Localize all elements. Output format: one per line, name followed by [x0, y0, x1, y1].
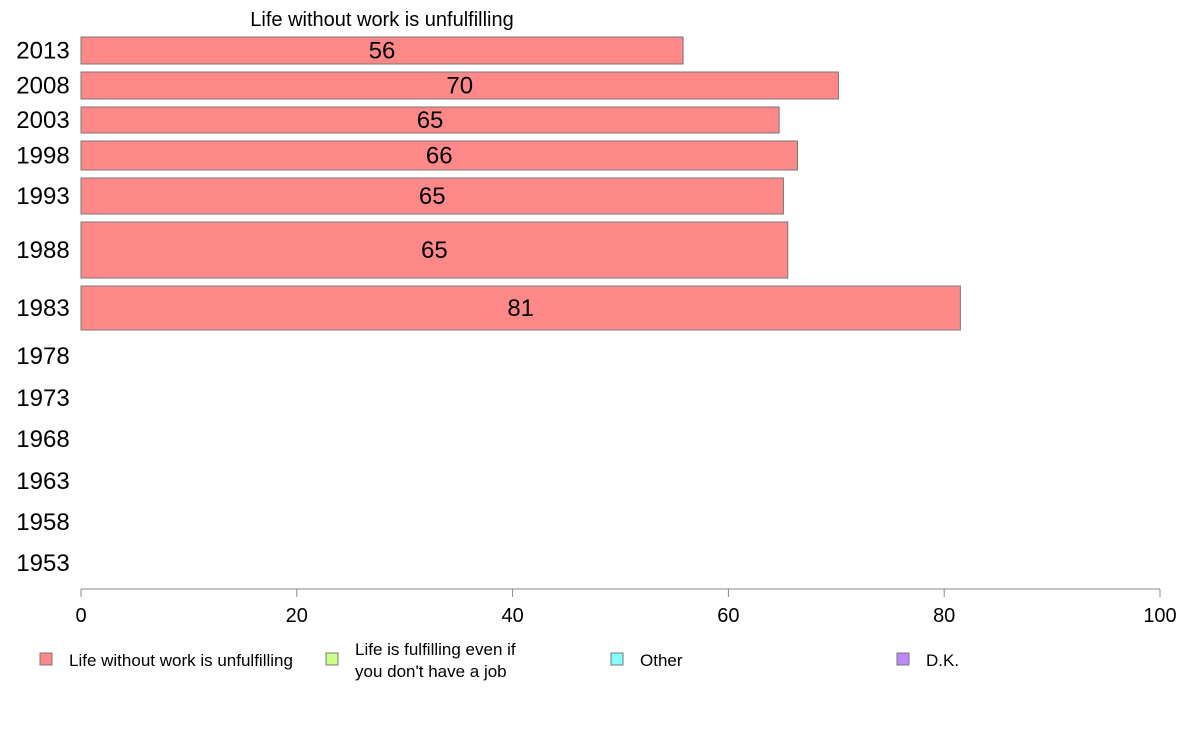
bar-value-label: 56: [369, 38, 396, 65]
bar: [80, 36, 684, 65]
y-tick-label: 2003: [16, 107, 69, 134]
legend-label: Life without work is unfulfilling: [69, 651, 293, 670]
bar: [80, 71, 839, 100]
y-tick-label: 1963: [16, 468, 69, 495]
chart-title: Life without work is unfulfilling: [250, 9, 513, 31]
x-tick-label: 40: [501, 605, 523, 627]
legend: Life without work is unfulfilling Life is…: [39, 640, 959, 681]
legend-label: D.K.: [926, 651, 959, 670]
bar: [80, 285, 961, 331]
y-tick-label: 1988: [16, 237, 69, 264]
legend-label: Life is fulfilling even if: [355, 640, 516, 659]
y-tick-label: 1953: [16, 550, 69, 577]
y-tick-label: 1973: [16, 385, 69, 412]
y-tick-label: 1958: [16, 509, 69, 536]
bar-value-label: 70: [446, 73, 473, 100]
bar: [80, 177, 784, 215]
bar-value-label: 65: [419, 183, 446, 210]
legend-swatch: [896, 652, 910, 666]
bar: [80, 221, 789, 279]
legend-swatch: [610, 652, 624, 666]
bar-value-label: 65: [417, 107, 444, 134]
bar-value-label: 81: [507, 295, 534, 322]
y-tick-label: 1978: [16, 343, 69, 370]
y-tick-label: 2008: [16, 73, 69, 100]
x-tick-label: 80: [933, 605, 955, 627]
legend-swatch: [39, 652, 53, 666]
x-tick-label: 100: [1143, 605, 1176, 627]
legend-label: you don't have a job: [355, 662, 507, 681]
y-tick-label: 1968: [16, 426, 69, 453]
x-axis: 0 20 40 60 80 100: [75, 588, 1177, 627]
bar: [80, 106, 780, 134]
bar-value-label: 65: [421, 237, 448, 264]
y-tick-label: 1998: [16, 143, 69, 170]
legend-swatch: [325, 652, 339, 666]
bar-value-label: 66: [426, 143, 453, 170]
x-tick-label: 60: [717, 605, 739, 627]
y-axis-labels: 2013 2008 2003 1998 1993 1988 1983 1978 1973 1968…: [16, 38, 69, 578]
y-tick-label: 1993: [16, 183, 69, 210]
y-tick-label: 2013: [16, 38, 69, 65]
y-tick-label: 1983: [16, 295, 69, 322]
bar: [80, 140, 798, 171]
x-tick-label: 0: [75, 605, 86, 627]
x-tick-label: 20: [286, 605, 308, 627]
legend-label: Other: [640, 651, 683, 670]
